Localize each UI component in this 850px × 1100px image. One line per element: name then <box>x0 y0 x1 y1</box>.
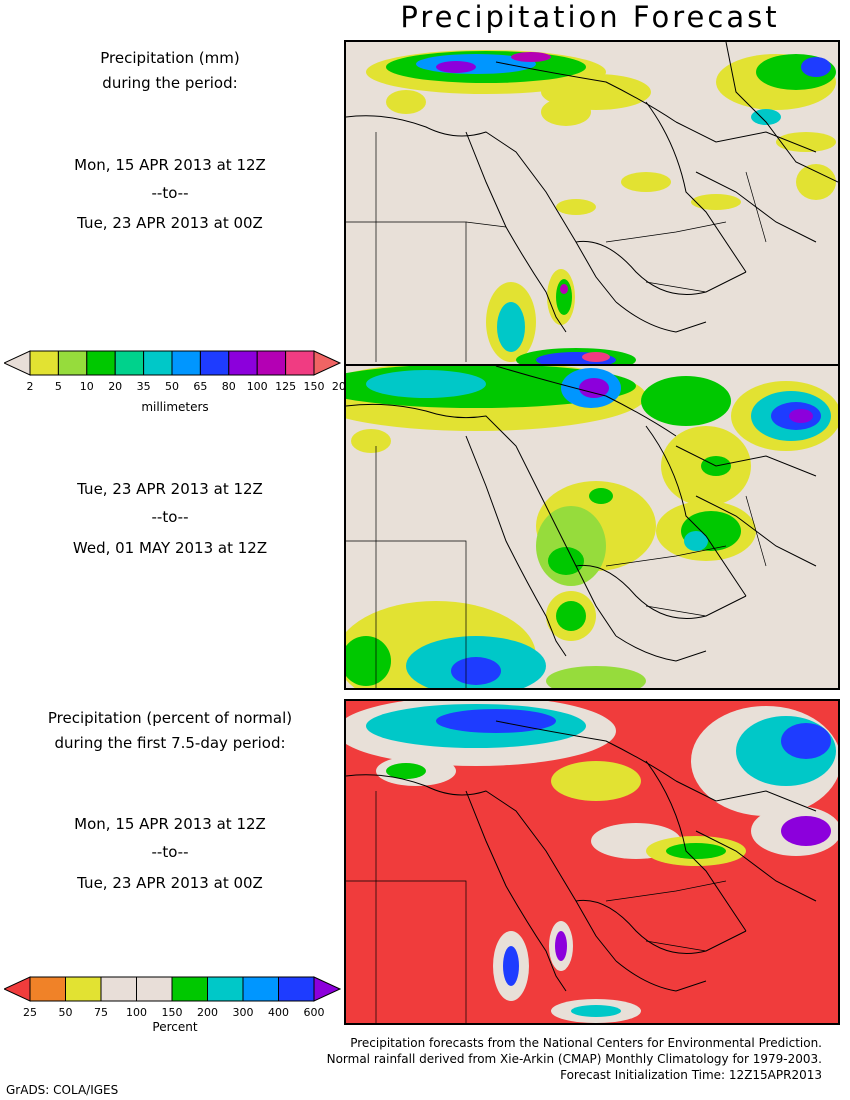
panel3-start: Mon, 15 APR 2013 at 12Z <box>74 815 266 833</box>
colorbar-pct-tick-label: 50 <box>59 1006 73 1019</box>
footer-line2: Normal rainfall derived from Xie-Arkin (… <box>326 1052 822 1066</box>
panel1-label-line2: during the period: <box>102 74 238 92</box>
footer-line1: Precipitation forecasts from the Nationa… <box>350 1036 822 1050</box>
precip-blobs-week2 <box>346 366 838 688</box>
colorbar-mm-swatch-low <box>2 350 31 376</box>
colorbar-mm-tick-label: 5 <box>55 380 62 393</box>
colorbar-pct-swatch <box>100 976 137 1002</box>
panel1-label-line1: Precipitation (mm) <box>100 49 240 67</box>
colorbar-mm-swatch <box>86 350 116 376</box>
colorbar-pct-swatch <box>136 976 173 1002</box>
colorbar-pct-swatch <box>242 976 279 1002</box>
colorbar-mm-tick-label: 10 <box>80 380 94 393</box>
colorbar-mm-swatch-high <box>313 350 342 376</box>
colorbar-mm-tick-label: 150 <box>304 380 325 393</box>
footer-line3: Forecast Initialization Time: 12Z15APR20… <box>560 1068 822 1082</box>
percent-blobs <box>346 701 838 1023</box>
colorbar-pct-tick-label: 150 <box>162 1006 183 1019</box>
panel2-to: --to-- <box>151 508 189 526</box>
colorbar-mm-tick-label: 200 <box>332 380 344 393</box>
colorbar-pct-tick-label: 25 <box>23 1006 37 1019</box>
footer: Precipitation forecasts from the Nationa… <box>327 1035 822 1083</box>
colorbar-mm-tick-label: 2 <box>27 380 34 393</box>
colorbar-pct-tick-label: 100 <box>126 1006 147 1019</box>
colorbar-mm-swatch <box>285 350 315 376</box>
colorbar-pct-tick-label: 400 <box>268 1006 289 1019</box>
panel1-end: Tue, 23 APR 2013 at 00Z <box>77 214 263 232</box>
colorbar-mm-swatch <box>228 350 258 376</box>
colorbar-mm-tick-label: 65 <box>193 380 207 393</box>
colorbar-pct-swatch-high <box>313 976 342 1002</box>
colorbar-pct-swatch-low <box>2 976 31 1002</box>
coastlines-percent <box>346 720 817 992</box>
colorbar-mm-unit: millimeters <box>141 400 209 414</box>
borders-percent <box>346 791 727 1023</box>
colorbar-pct-svg: 25 50 75 100 150 200 300 400 600 <box>2 976 342 1019</box>
colorbar-pct-swatch <box>207 976 244 1002</box>
colorbar-mm-swatch <box>114 350 145 376</box>
colorbar-pct-swatch <box>278 976 315 1002</box>
colorbar-mm-tick-label: 35 <box>137 380 151 393</box>
borders-week1 <box>346 132 767 362</box>
colorbar-pct-swatch <box>65 976 102 1002</box>
colorbar-pct-tick-label: 75 <box>94 1006 108 1019</box>
precip-blobs-week1 <box>366 50 836 364</box>
colorbar-mm-svg: 2 5 10 20 35 50 65 80 100 125 150 200 <box>2 350 353 393</box>
colorbar-mm: 2 5 10 20 35 50 65 80 100 125 150 200 <box>2 348 353 420</box>
panel3-label-line1: Precipitation (percent of normal) <box>47 709 293 727</box>
colorbar-pct-swatch <box>29 976 66 1002</box>
panel1-start: Mon, 15 APR 2013 at 12Z <box>74 156 266 174</box>
coastlines-week1 <box>346 42 838 333</box>
colorbar-mm-swatch <box>256 350 287 376</box>
panel3-end: Tue, 23 APR 2013 at 00Z <box>77 874 263 892</box>
colorbar-mm-tick-label: 80 <box>222 380 236 393</box>
precip-map-week1 <box>344 40 840 366</box>
panel2-end: Wed, 01 MAY 2013 at 12Z <box>72 539 268 557</box>
colorbar-mm-tick-label: 100 <box>247 380 268 393</box>
precip-percent-map <box>344 699 840 1025</box>
coastlines-week2 <box>346 366 817 662</box>
panel3-to: --to-- <box>151 843 189 861</box>
colorbar-mm-swatch <box>143 350 173 376</box>
colorbar-pct-tick-label: 600 <box>304 1006 325 1019</box>
colorbar-mm-tick-label: 50 <box>165 380 179 393</box>
colorbar-pct: 25 50 75 100 150 200 300 400 600 <box>2 974 344 1046</box>
colorbar-mm-tick-label: 125 <box>275 380 296 393</box>
panel1-to: --to-- <box>151 184 189 202</box>
colorbar-mm-swatch <box>171 350 201 376</box>
page-title: Precipitation Forecast <box>400 0 780 34</box>
colorbar-mm-swatch <box>57 350 88 376</box>
colorbar-mm-swatch <box>29 350 59 376</box>
colorbar-pct-swatch <box>171 976 208 1002</box>
colorbar-mm-swatch <box>199 350 230 376</box>
colorbar-pct-unit: Percent <box>152 1020 198 1034</box>
colorbar-pct-tick-label: 200 <box>197 1006 218 1019</box>
precip-map-week2 <box>344 364 840 690</box>
colorbar-pct-tick-label: 300 <box>233 1006 254 1019</box>
colorbar-mm-tick-label: 20 <box>108 380 122 393</box>
panel2-start: Tue, 23 APR 2013 at 12Z <box>77 480 263 498</box>
borders-week2 <box>346 446 767 688</box>
panel3-label-line2: during the first 7.5-day period: <box>54 734 286 752</box>
credit: GrADS: COLA/IGES <box>6 1083 119 1097</box>
